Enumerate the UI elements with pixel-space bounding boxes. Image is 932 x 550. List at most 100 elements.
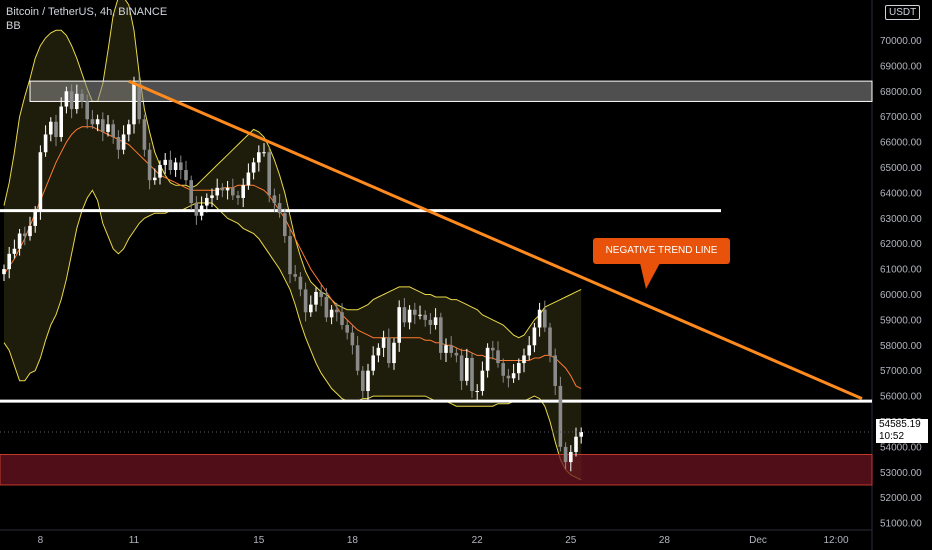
time-axis-tick-label: 15 <box>253 535 265 546</box>
candle-body <box>12 248 17 254</box>
trend-line-callout[interactable]: NEGATIVE TREND LINE <box>593 238 730 264</box>
price-axis-tick-label: 67000.00 <box>880 112 922 123</box>
candle-body <box>49 121 53 135</box>
candle-body <box>387 337 391 364</box>
candle-body <box>251 162 256 173</box>
candle-body <box>189 180 193 204</box>
candle-body <box>335 309 339 313</box>
last-price-value: 54585.19 <box>879 419 921 430</box>
price-axis-tick-label: 58000.00 <box>880 341 922 352</box>
currency-badge[interactable]: USDT <box>885 5 921 20</box>
candle-body <box>257 152 261 163</box>
candle-body <box>298 276 303 290</box>
candle-body <box>168 159 173 171</box>
candle-body <box>506 375 511 379</box>
price-axis-tick-label: 59000.00 <box>880 315 922 326</box>
candle-body <box>127 124 131 135</box>
price-axis-tick-label: 60000.00 <box>880 290 922 301</box>
candle-body <box>231 187 235 196</box>
candle-body <box>147 149 152 181</box>
price-axis-tick-label: 64000.00 <box>880 188 922 199</box>
symbol-title[interactable]: Bitcoin / TetherUS, 4h, BINANCE <box>6 6 168 18</box>
candle-body <box>241 185 245 198</box>
time-axis-tick-label: 25 <box>565 535 577 546</box>
time-axis-tick-label: 8 <box>38 535 44 546</box>
candle-body <box>158 164 162 178</box>
candle-body <box>381 337 386 348</box>
candle-body <box>496 350 500 364</box>
candle-body <box>17 233 22 249</box>
candle-body <box>553 355 557 386</box>
candle-body <box>246 172 251 186</box>
candle-body <box>85 101 89 120</box>
candle-body <box>184 170 188 181</box>
time-axis-tick-label: 12:00 <box>823 535 848 546</box>
callout-tail <box>640 263 660 289</box>
candle-body <box>459 355 464 381</box>
candle-body <box>59 106 63 137</box>
candle-body <box>569 451 573 463</box>
price-axis-tick-label: 65000.00 <box>880 163 922 174</box>
price-axis-tick-label: 68000.00 <box>880 87 922 98</box>
candle-body <box>413 309 417 315</box>
price-axis-tick-label: 69000.00 <box>880 61 922 72</box>
candle-body <box>480 370 485 391</box>
candle-body <box>537 309 542 328</box>
candle-body <box>23 233 27 237</box>
time-axis-tick-label: 28 <box>659 535 671 546</box>
time-axis-tick-label: 22 <box>472 535 484 546</box>
candle-body <box>501 363 505 376</box>
price-axis-tick-label: 53000.00 <box>880 468 922 479</box>
candle-body <box>153 177 157 181</box>
candle-body <box>407 309 412 323</box>
candle-body <box>392 342 396 364</box>
candle-body <box>163 159 167 165</box>
candle-body <box>277 203 282 214</box>
candle-body <box>522 355 526 364</box>
candle-body <box>475 391 479 392</box>
price-axis-tick-label: 52000.00 <box>880 493 922 504</box>
candle-body <box>69 91 74 110</box>
candle-body <box>563 446 568 463</box>
bollinger-band-fill <box>4 0 582 480</box>
price-axis-tick-label: 61000.00 <box>880 265 922 276</box>
candle-body <box>64 91 69 107</box>
candle-body <box>132 83 136 125</box>
candle-body <box>423 314 427 320</box>
candle-body <box>28 225 32 237</box>
last-price-tag: 54585.19 10:52 <box>876 419 928 443</box>
time-axis-tick-label: 11 <box>129 535 140 546</box>
candle-body <box>288 236 292 275</box>
candle-body <box>43 134 48 153</box>
candle-body <box>558 385 563 447</box>
price-axis-tick-label: 70000.00 <box>880 36 922 47</box>
candle-body <box>116 137 121 150</box>
candle-body <box>366 370 370 391</box>
demand-zone <box>0 454 873 486</box>
candle-body <box>142 119 147 150</box>
candle-body <box>303 289 308 313</box>
candle-body <box>579 432 583 437</box>
candle-body <box>428 319 433 325</box>
candle-body <box>33 210 37 226</box>
candle-body <box>345 324 349 333</box>
candle-body <box>236 195 240 198</box>
price-axis-tick-label: 51000.00 <box>880 519 922 530</box>
candle-body <box>491 347 495 351</box>
candle-body <box>220 187 225 191</box>
candle-body <box>173 162 178 171</box>
candle-body <box>376 347 381 356</box>
candle-body <box>137 83 141 120</box>
candle-body <box>449 345 453 353</box>
candle-body <box>106 124 110 132</box>
candle-body <box>80 93 84 102</box>
candle-body <box>574 436 578 452</box>
indicator-label[interactable]: BB <box>6 20 21 32</box>
bar-countdown: 10:52 <box>879 431 905 442</box>
candle-body <box>90 119 95 125</box>
candle-body <box>543 309 547 328</box>
candle-body <box>444 345 448 353</box>
price-axis-tick-label: 62000.00 <box>880 239 922 250</box>
candle-body <box>75 93 79 110</box>
